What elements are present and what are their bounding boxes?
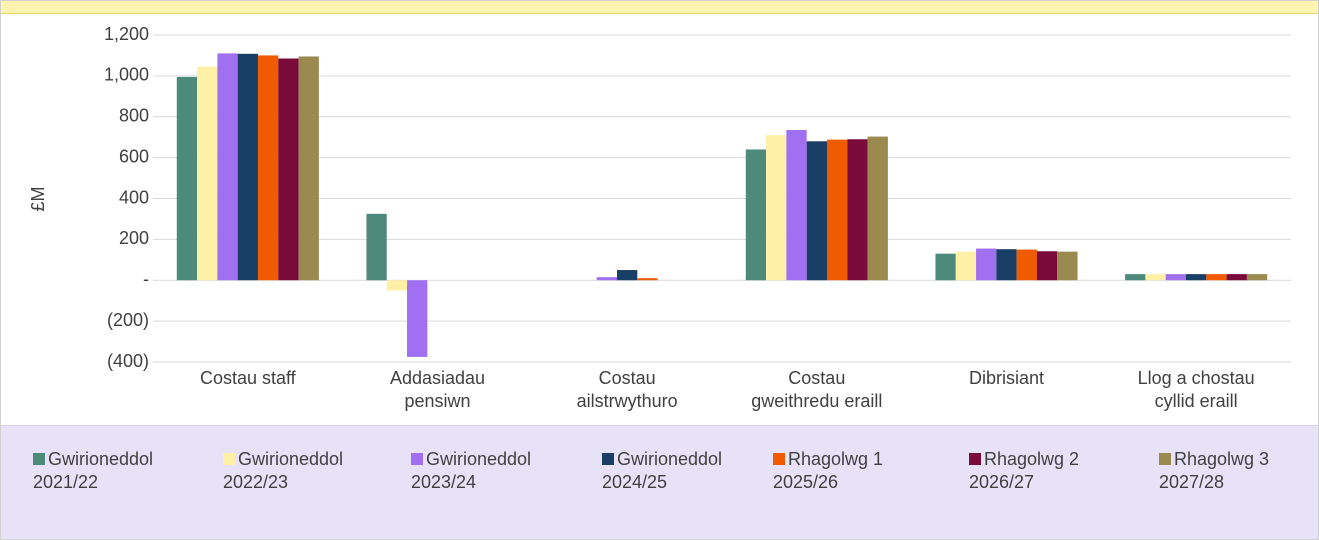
x-tick-label: Dibrisiant — [968, 368, 1045, 388]
legend-label: Gwirioneddol 2024/25 — [602, 449, 723, 492]
bar — [637, 278, 658, 281]
bar — [955, 251, 977, 281]
bar — [217, 53, 238, 281]
bar — [847, 139, 868, 281]
y-tick-label: 1,000 — [104, 65, 149, 85]
bar — [278, 58, 299, 281]
bar — [407, 280, 428, 357]
bar — [1186, 274, 1207, 281]
bar — [298, 56, 319, 281]
legend-item: Gwirioneddol 2023/24 — [411, 448, 551, 494]
bar — [766, 135, 787, 281]
title-band — [1, 1, 1318, 14]
bar — [1016, 249, 1037, 281]
bar — [745, 149, 767, 281]
bar — [935, 253, 956, 281]
y-tick-label: (200) — [107, 310, 149, 330]
bar — [1057, 251, 1078, 281]
x-tick-label: Llog a chostau cyllid eraill — [1137, 368, 1255, 411]
bar — [1246, 274, 1268, 281]
legend-label: Rhagolwg 2 2026/27 — [969, 449, 1080, 492]
legend: Gwirioneddol 2021/22 Gwirioneddol 2022/23… — [1, 425, 1318, 539]
x-tick-label: Addasiadau pensiwn — [389, 368, 486, 411]
legend-item: Rhagolwg 2 2026/27 — [969, 448, 1109, 494]
legend-swatch — [602, 453, 614, 465]
bar — [596, 277, 618, 281]
bar — [996, 249, 1017, 281]
bar — [1206, 274, 1227, 281]
bar — [176, 76, 198, 281]
bar — [1145, 274, 1166, 281]
y-tick-label: - — [143, 269, 149, 289]
bar — [1165, 274, 1187, 281]
y-tick-label: 1,200 — [104, 24, 149, 44]
legend-swatch — [773, 453, 785, 465]
x-tick-label: Costau staff — [199, 368, 296, 388]
legend-label: Rhagolwg 3 2027/28 — [1159, 449, 1270, 492]
x-tick-label: Costau gweithredu eraill — [751, 368, 883, 411]
legend-label: Gwirioneddol 2023/24 — [411, 449, 532, 492]
bar — [806, 141, 827, 281]
bar — [237, 53, 258, 281]
grid — [153, 34, 1291, 363]
legend-swatch — [1159, 453, 1171, 465]
y-axis-title: £M — [28, 186, 48, 211]
legend-label: Gwirioneddol 2022/23 — [223, 449, 344, 492]
legend-item: Gwirioneddol 2024/25 — [602, 448, 742, 494]
y-tick-label: (400) — [107, 351, 149, 371]
legend-swatch — [969, 453, 981, 465]
legend-label: Gwirioneddol 2021/22 — [33, 449, 154, 492]
bar — [386, 280, 408, 291]
plot: £M (400) (200) - 200 400 600 800 1,000 1,200 — [28, 24, 1291, 371]
bar — [366, 213, 387, 281]
legend-swatch — [33, 453, 45, 465]
y-tick-label: 200 — [119, 228, 149, 248]
bar — [1036, 251, 1058, 281]
legend-item: Rhagolwg 1 2025/26 — [773, 448, 913, 494]
y-tick-label: 800 — [119, 106, 149, 126]
bar — [826, 139, 848, 281]
y-tick-label: 400 — [119, 187, 149, 207]
legend-item: Gwirioneddol 2021/22 — [33, 448, 173, 494]
legend-swatch — [411, 453, 423, 465]
legend-item: Rhagolwg 3 2027/28 — [1159, 448, 1299, 494]
x-tick-label: Costau ailstrwythuro — [576, 368, 678, 411]
legend-label: Rhagolwg 1 2025/26 — [773, 449, 884, 492]
legend-swatch — [223, 453, 235, 465]
bar — [197, 66, 218, 281]
bar — [257, 55, 279, 281]
y-tick-label: 600 — [119, 146, 149, 166]
bar — [976, 248, 997, 281]
bar — [786, 130, 807, 281]
bar — [1226, 274, 1247, 281]
bar — [1125, 274, 1146, 281]
bar — [867, 136, 888, 281]
bar — [617, 270, 638, 281]
legend-item: Gwirioneddol 2022/23 — [223, 448, 363, 494]
